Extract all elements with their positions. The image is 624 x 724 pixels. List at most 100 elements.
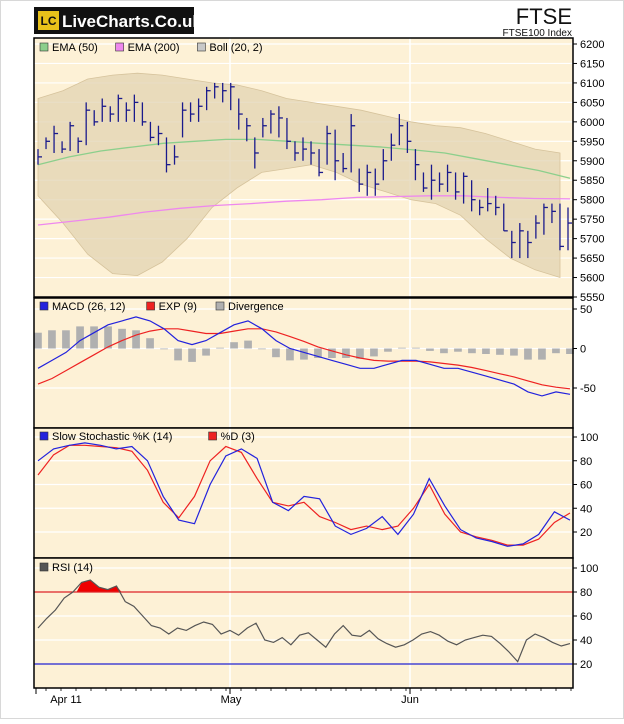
- ohlc-bars: [37, 82, 572, 259]
- divergence-bars: [34, 326, 574, 362]
- ohlc-bar: [262, 117, 267, 138]
- ohlc-bar: [342, 152, 348, 173]
- ohlc-bar: [93, 110, 99, 126]
- ohlc-bar: [318, 149, 324, 177]
- exp-signal-line: [37, 328, 571, 390]
- legend-swatch: [39, 562, 49, 572]
- ohlc-bar: [334, 129, 340, 181]
- price-axis: 6200 6150 6100 6050 6000 5950 5900 5850 5800 5750…: [573, 39, 604, 304]
- ohlc-bar: [302, 137, 307, 161]
- divergence-bar: [174, 348, 182, 361]
- divergence-bar: [132, 330, 140, 349]
- ohlc-bar: [398, 114, 404, 146]
- logo-name: LiveCharts.Co.uk: [62, 12, 202, 31]
- divergence-bar: [384, 348, 392, 352]
- divergence-bar: [426, 348, 434, 351]
- bollinger-area: [37, 72, 561, 279]
- divergence-bar: [342, 348, 350, 358]
- y-tick-label: 5850: [580, 175, 604, 187]
- ohlc-bar: [278, 106, 283, 138]
- ohlc-bar: [109, 106, 115, 122]
- ohlc-bar: [567, 207, 572, 251]
- ohlc-bar: [53, 125, 59, 153]
- stochastic-gridlines: [34, 428, 573, 558]
- ohlc-bar: [559, 203, 564, 251]
- legend-swatch: [146, 301, 155, 311]
- y-tick-label: 6150: [580, 58, 604, 70]
- divergence-bar: [552, 348, 560, 354]
- brand-logo: LC LiveCharts.Co.uk: [34, 7, 202, 34]
- divergence-bar: [62, 330, 70, 349]
- stochastic-lines: [37, 442, 571, 547]
- macd-axis: 50 0 -50: [573, 304, 596, 395]
- ema-50-line: [37, 138, 571, 179]
- y-tick-label: 5600: [580, 273, 604, 285]
- legend-label: Boll (20, 2): [209, 42, 262, 54]
- ohlc-bar: [446, 164, 452, 192]
- divergence-bar: [356, 348, 364, 359]
- ohlc-bar: [133, 94, 139, 122]
- divergence-bar: [398, 347, 406, 349]
- y-tick-label: 20: [580, 527, 592, 539]
- ohlc-bar: [45, 137, 51, 150]
- ohlc-bar: [230, 82, 235, 111]
- divergence-bar: [538, 348, 546, 360]
- divergence-bar: [90, 326, 98, 349]
- ohlc-bar: [254, 137, 259, 169]
- rsi-legend: RSI (14): [39, 562, 93, 574]
- ohlc-bar: [117, 94, 123, 122]
- ohlc-bar: [326, 125, 332, 165]
- y-tick-label: 100: [580, 563, 598, 575]
- y-tick-label: 100: [580, 432, 598, 444]
- ohlc-bar: [527, 230, 532, 259]
- y-tick-label: 50: [580, 304, 592, 316]
- legend-swatch: [115, 42, 124, 52]
- legend-label: EMA (50): [52, 42, 98, 54]
- divergence-bar: [258, 348, 266, 350]
- divergence-bar: [468, 348, 476, 354]
- legend-swatch: [208, 431, 217, 441]
- ohlc-bar: [69, 121, 75, 152]
- legend-label: RSI (14): [52, 562, 93, 574]
- divergence-bar: [300, 348, 308, 360]
- divergence-bar: [160, 348, 168, 350]
- legend-swatch: [197, 42, 206, 52]
- stochastic-k-line: [37, 442, 571, 547]
- divergence-bar: [230, 342, 238, 349]
- ohlc-bar: [157, 125, 163, 146]
- ohlc-bar: [173, 145, 179, 165]
- ohlc-bar: [382, 149, 388, 181]
- ohlc-bar: [438, 172, 444, 192]
- ohlc-bar: [101, 98, 107, 122]
- ohlc-bar: [310, 141, 316, 165]
- stochastic-axis: 100 80 60 40 20: [573, 432, 598, 539]
- ohlc-bar: [181, 102, 187, 138]
- price-panel-frame: [33, 37, 574, 298]
- legend-swatch: [39, 42, 49, 52]
- ohlc-bar: [390, 133, 396, 161]
- legend-swatch: [215, 301, 225, 311]
- macd-panel: MACD (26, 12) EXP (9) Divergence 50 0 -50: [33, 297, 596, 429]
- macd-lines: [37, 316, 571, 397]
- stochastic-panel: Slow Stochastic %K (14) %D (3) 100 80 60 40 2…: [33, 427, 598, 559]
- x-tick-label: Jun: [401, 694, 419, 706]
- ohlc-bar: [535, 215, 540, 239]
- divergence-bar: [566, 348, 574, 354]
- ohlc-bar: [238, 98, 243, 130]
- divergence-bar: [454, 348, 462, 352]
- ohlc-bar: [222, 82, 227, 103]
- divergence-bar: [216, 347, 224, 349]
- macd-line: [37, 316, 571, 397]
- ohlc-bar: [37, 149, 42, 165]
- legend-label: EXP (9): [159, 301, 197, 313]
- y-tick-label: 5800: [580, 195, 604, 207]
- rsi-levels: [34, 591, 573, 665]
- chart-subtitle: FTSE100 Index: [503, 28, 572, 39]
- x-tick-label: May: [221, 694, 242, 706]
- ohlc-bar: [294, 141, 299, 161]
- divergence-bar: [496, 348, 504, 355]
- logo-badge: [38, 11, 59, 30]
- y-tick-label: 6200: [580, 39, 604, 51]
- y-tick-label: 80: [580, 587, 592, 599]
- price-legend: EMA (50) EMA (200) Boll (20, 2): [39, 42, 263, 54]
